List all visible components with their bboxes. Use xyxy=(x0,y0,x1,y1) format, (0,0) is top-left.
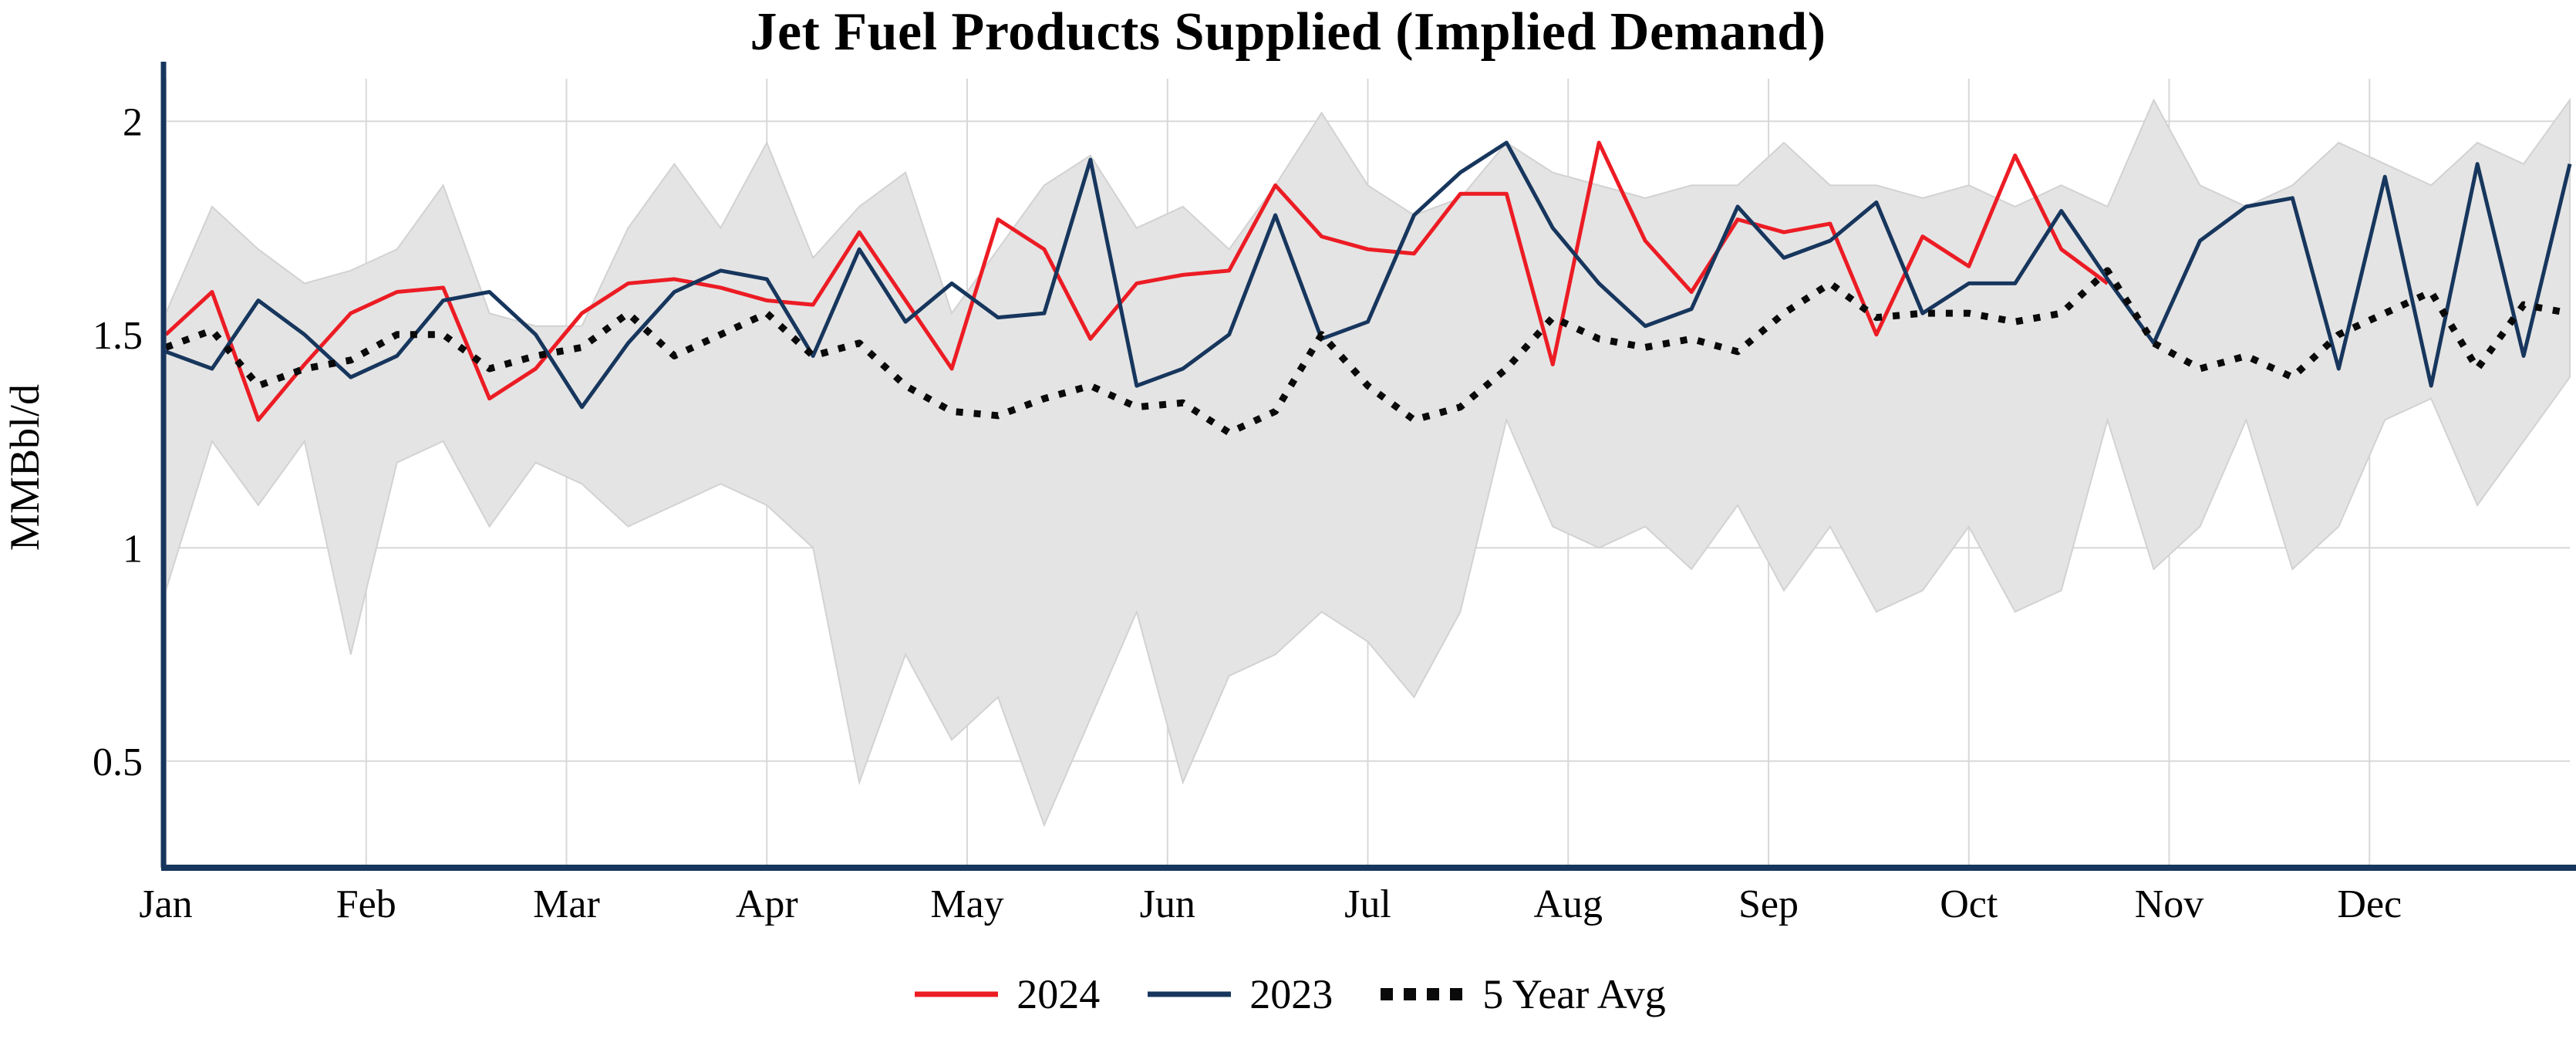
legend-item-2024: 2024 xyxy=(910,970,1100,1018)
x-tick-label: Sep xyxy=(1738,882,1799,926)
x-tick-label: Jan xyxy=(139,882,192,926)
x-tick-label: Jun xyxy=(1140,882,1195,926)
y-tick-label: 1.5 xyxy=(93,314,143,358)
series-line-2024 xyxy=(164,140,2109,422)
x-tick-label: May xyxy=(930,882,1003,926)
chart-title: Jet Fuel Products Supplied (Implied Dema… xyxy=(750,2,1826,62)
x-tick-label: Aug xyxy=(1533,882,1603,926)
plot-svg: Jan Feb Mar Apr May Jun Jul Aug Sep Oct Nov Dec 2 1.5… xyxy=(93,62,2576,926)
x-tick-label: Feb xyxy=(336,882,396,926)
y-tick-label: 0.5 xyxy=(93,740,143,784)
x-tick-label: Nov xyxy=(2135,882,2204,926)
x-tick-label: Mar xyxy=(533,882,600,926)
legend-swatch-2023-line xyxy=(1148,991,1232,997)
legend-item-2023: 2023 xyxy=(1143,970,1333,1018)
series-line-2023 xyxy=(165,140,2572,410)
legend-label-2024: 2024 xyxy=(1017,971,1101,1017)
y-tick-label: 1 xyxy=(123,527,143,571)
legend-swatch-5-year-avg-dotted-line xyxy=(1381,988,1465,1000)
series-line-5-year-avg xyxy=(164,267,2571,437)
y-tick-label: 2 xyxy=(123,100,143,144)
x-tick-label: Oct xyxy=(1940,882,1998,926)
x-tick-label: Dec xyxy=(2337,882,2402,926)
legend-item-5-year-avg: 5 Year Avg xyxy=(1376,970,1666,1018)
legend-label-5-year-avg: 5 Year Avg xyxy=(1482,971,1666,1017)
x-tick-label: Jul xyxy=(1344,882,1391,926)
legend-label-2023: 2023 xyxy=(1249,971,1334,1017)
chart-legend: 2024 2023 5 Year Avg xyxy=(0,970,2576,1018)
legend-swatch-2024-line xyxy=(915,991,999,997)
x-tick-label: Apr xyxy=(736,882,798,926)
